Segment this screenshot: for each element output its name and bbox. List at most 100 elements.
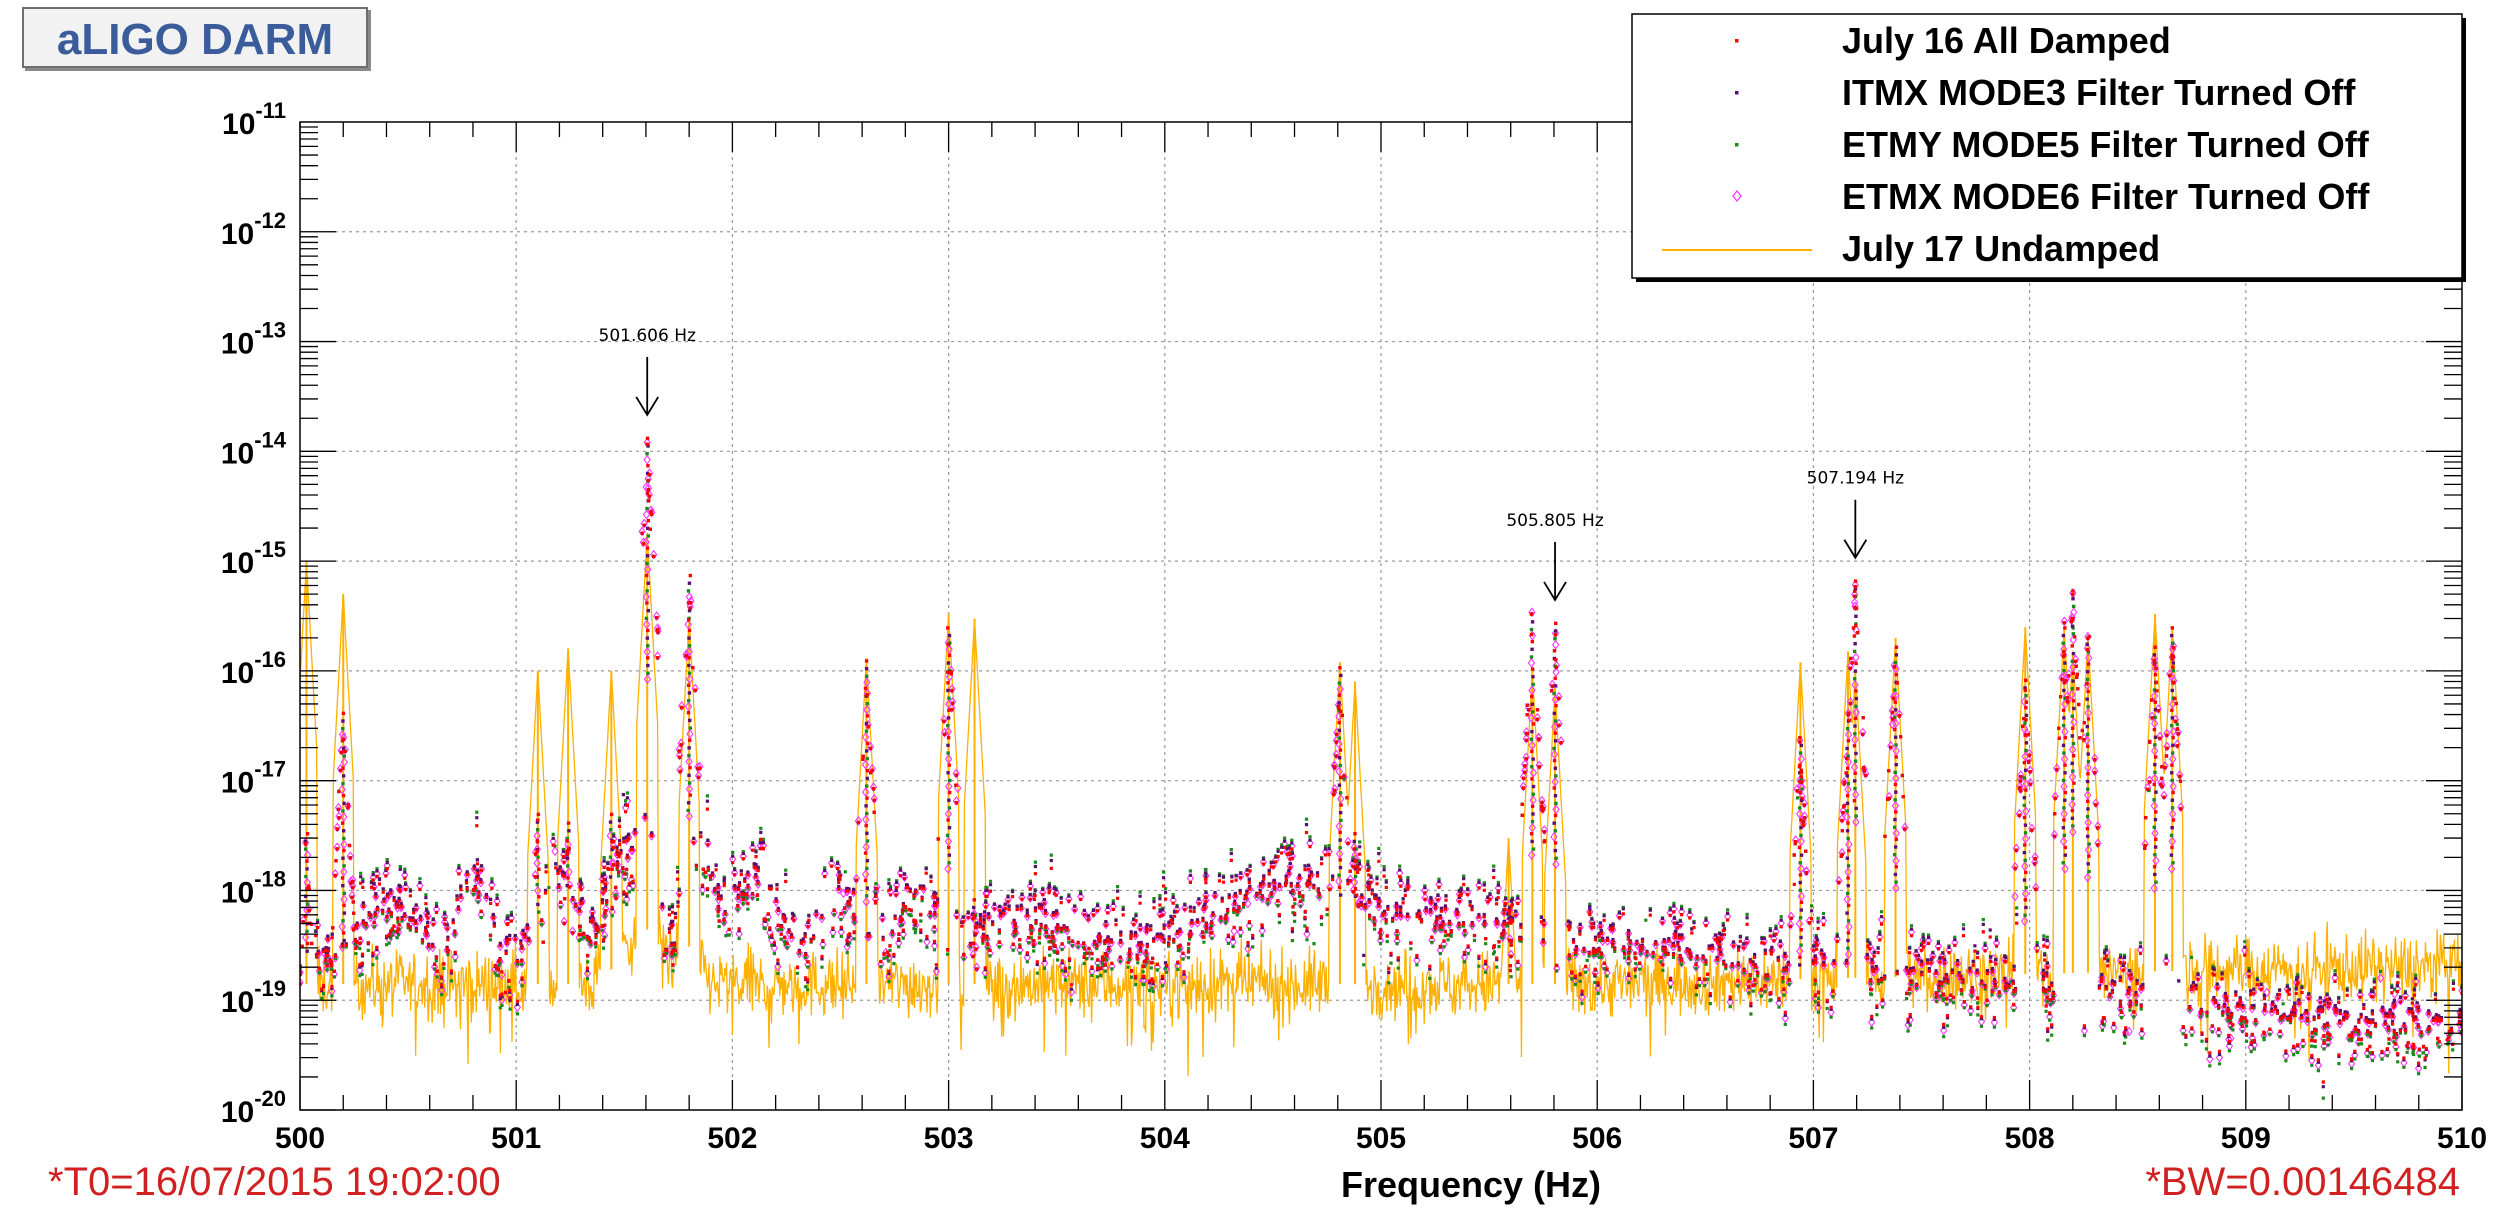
july16-damped-peak-marker (305, 832, 310, 836)
etmy-mode5-peak-marker (2062, 833, 2067, 838)
y-tick-label: 10-17 (221, 757, 286, 800)
july16-damped-peak-marker (1853, 771, 1857, 775)
itmx-mode3-peak-marker (1799, 798, 1804, 802)
july16-damped-peak-marker (688, 765, 692, 770)
y-tick-base: 10 (221, 437, 254, 470)
etmy-mode5-peak-marker (2023, 913, 2027, 917)
itmx-mode3-peak-marker (567, 829, 571, 833)
july16-damped-peak-marker (2154, 837, 2158, 842)
etmy-mode5-peak-marker (688, 726, 693, 730)
etmy-mode5-peak-marker (1529, 627, 1534, 632)
july16-damped-peak-marker (1798, 735, 1802, 740)
y-tick-label: 10-16 (221, 647, 286, 690)
etmy-mode5-peak-marker (947, 696, 951, 700)
itmx-mode3-peak-marker (1337, 728, 1342, 733)
etmy-mode5-peak-marker (2024, 693, 2028, 698)
itmx-mode3-peak-marker (2152, 653, 2157, 657)
etmx-mode6-peak-marker (2020, 916, 2029, 927)
etmx-mode6-peak-marker (643, 674, 652, 685)
etmy-mode5-peak-marker (1552, 746, 1556, 751)
itmx-mode3-peak-marker (864, 666, 869, 671)
july16-damped-peak-marker (2071, 616, 2075, 621)
etmx-mode6-peak-marker (1350, 877, 1359, 888)
itmx-mode3-peak-marker (1845, 829, 1850, 833)
itmx-mode3-peak-marker (1853, 669, 1858, 673)
etmy-mode5-peak-marker (645, 451, 649, 456)
july16-damped-peak-marker (947, 845, 951, 850)
itmx-mode3-peak-marker (1853, 587, 1858, 591)
july16-damped-peak-marker (2072, 781, 2076, 785)
y-tick-exponent: -16 (254, 647, 286, 672)
itmx-mode3-peak-marker (1854, 751, 1858, 756)
itmx-mode3-peak-marker (608, 820, 613, 824)
etmx-mode6-peak-marker (1335, 821, 1343, 832)
july16-damped-peak-marker (1338, 858, 1342, 862)
etmx-mode6-peak-marker (1797, 754, 1806, 764)
etmy-mode5-peak-marker (1846, 946, 1850, 950)
july16-damped-peak-marker (1554, 703, 1558, 708)
july16-damped-peak-marker (2087, 634, 2091, 639)
etmy-mode5-peak-marker (2153, 853, 2157, 857)
july16-damped-peak-marker (1338, 666, 1342, 670)
july16-damped-peak-marker (1799, 900, 1804, 905)
etmx-mode6-peak-marker (340, 894, 348, 905)
y-tick-exponent: -13 (254, 318, 286, 343)
y-tick-exponent: -15 (254, 537, 286, 562)
etmx-mode6-peak-marker (944, 808, 953, 819)
itmx-mode3-peak-marker (1845, 746, 1849, 751)
etmx-mode6-peak-marker (686, 729, 694, 740)
july16-damped-peak-marker (2063, 845, 2068, 850)
etmx-mode6-peak-marker (608, 858, 616, 869)
etmx-mode6-peak-marker (2084, 790, 2092, 801)
etmx-mode6-peak-marker (685, 784, 694, 794)
etmy-mode5-peak-marker (2169, 833, 2174, 838)
july16-damped-peak-marker (645, 436, 650, 441)
itmx-mode3-peak-marker (1845, 801, 1850, 806)
etmy-mode5-peak-marker (341, 726, 345, 731)
etmy-mode5-peak-marker (1353, 874, 1358, 879)
july16-damped-peak-marker (864, 823, 868, 828)
etmy-mode5-peak-marker (2085, 732, 2090, 736)
itmx-mode3-peak-marker (1337, 783, 1342, 787)
etmx-mode6-peak-marker (2022, 779, 2030, 789)
july16-damped-peak-marker (646, 628, 650, 633)
etmy-mode5-peak-marker (686, 589, 691, 593)
etmx-mode6-peak-marker (1552, 859, 1560, 870)
itmx-mode3-peak-marker (687, 746, 691, 750)
itmx-mode3-peak-marker (341, 774, 346, 778)
july16-damped-peak-marker (1853, 579, 1858, 583)
grid-lines (300, 122, 2462, 1110)
etmy-mode5-peak-marker (686, 808, 690, 813)
july16-damped-peak-marker (1846, 739, 1851, 743)
etmx-mode6-peak-marker (1550, 831, 1558, 842)
peak-annotation: 505.805 Hz (1506, 511, 1604, 602)
july16-damped-peak-marker (610, 840, 614, 844)
itmx-mode3-peak-marker (565, 883, 569, 888)
july16-damped-peak-marker (645, 601, 649, 605)
july16-damped-peak-marker (342, 848, 346, 853)
itmx-mode3-peak-marker (2170, 688, 2174, 693)
itmx-mode3-peak-marker (1337, 756, 1342, 760)
etmy-mode5-peak-marker (2070, 687, 2074, 691)
july16-damped-peak-marker (305, 886, 309, 891)
july16-damped-peak-marker (1531, 722, 1536, 726)
etmy-mode5-peak-marker (1894, 743, 1898, 747)
july16-damped-peak-marker (340, 739, 345, 743)
itmx-mode3-peak-marker (2085, 779, 2090, 784)
july16-damped-peak-marker (645, 491, 650, 495)
y-tick-exponent: -14 (254, 427, 287, 452)
etmx-mode6-peak-marker (2068, 799, 2076, 810)
etmx-mode6-peak-marker (1796, 781, 1805, 792)
itmx-mode3-peak-marker (2061, 633, 2066, 638)
etmx-mode6-peak-marker (1845, 921, 1853, 932)
etmx-mode6-peak-marker (1892, 691, 1900, 701)
itmx-mode3-peak-marker (2085, 642, 2089, 646)
itmx-mode3-peak-marker (342, 801, 346, 806)
july16-damped-peak-marker (1893, 782, 1898, 787)
itmx-mode3-peak-marker (2153, 817, 2158, 822)
etmy-mode5-peak-marker (1530, 765, 1534, 769)
july16-damped-peak-marker (1846, 766, 1850, 770)
etmy-mode5-peak-marker (1853, 759, 1858, 763)
july16-damped-peak-marker (687, 656, 691, 660)
etmy-mode5-peak-marker (2170, 751, 2175, 755)
